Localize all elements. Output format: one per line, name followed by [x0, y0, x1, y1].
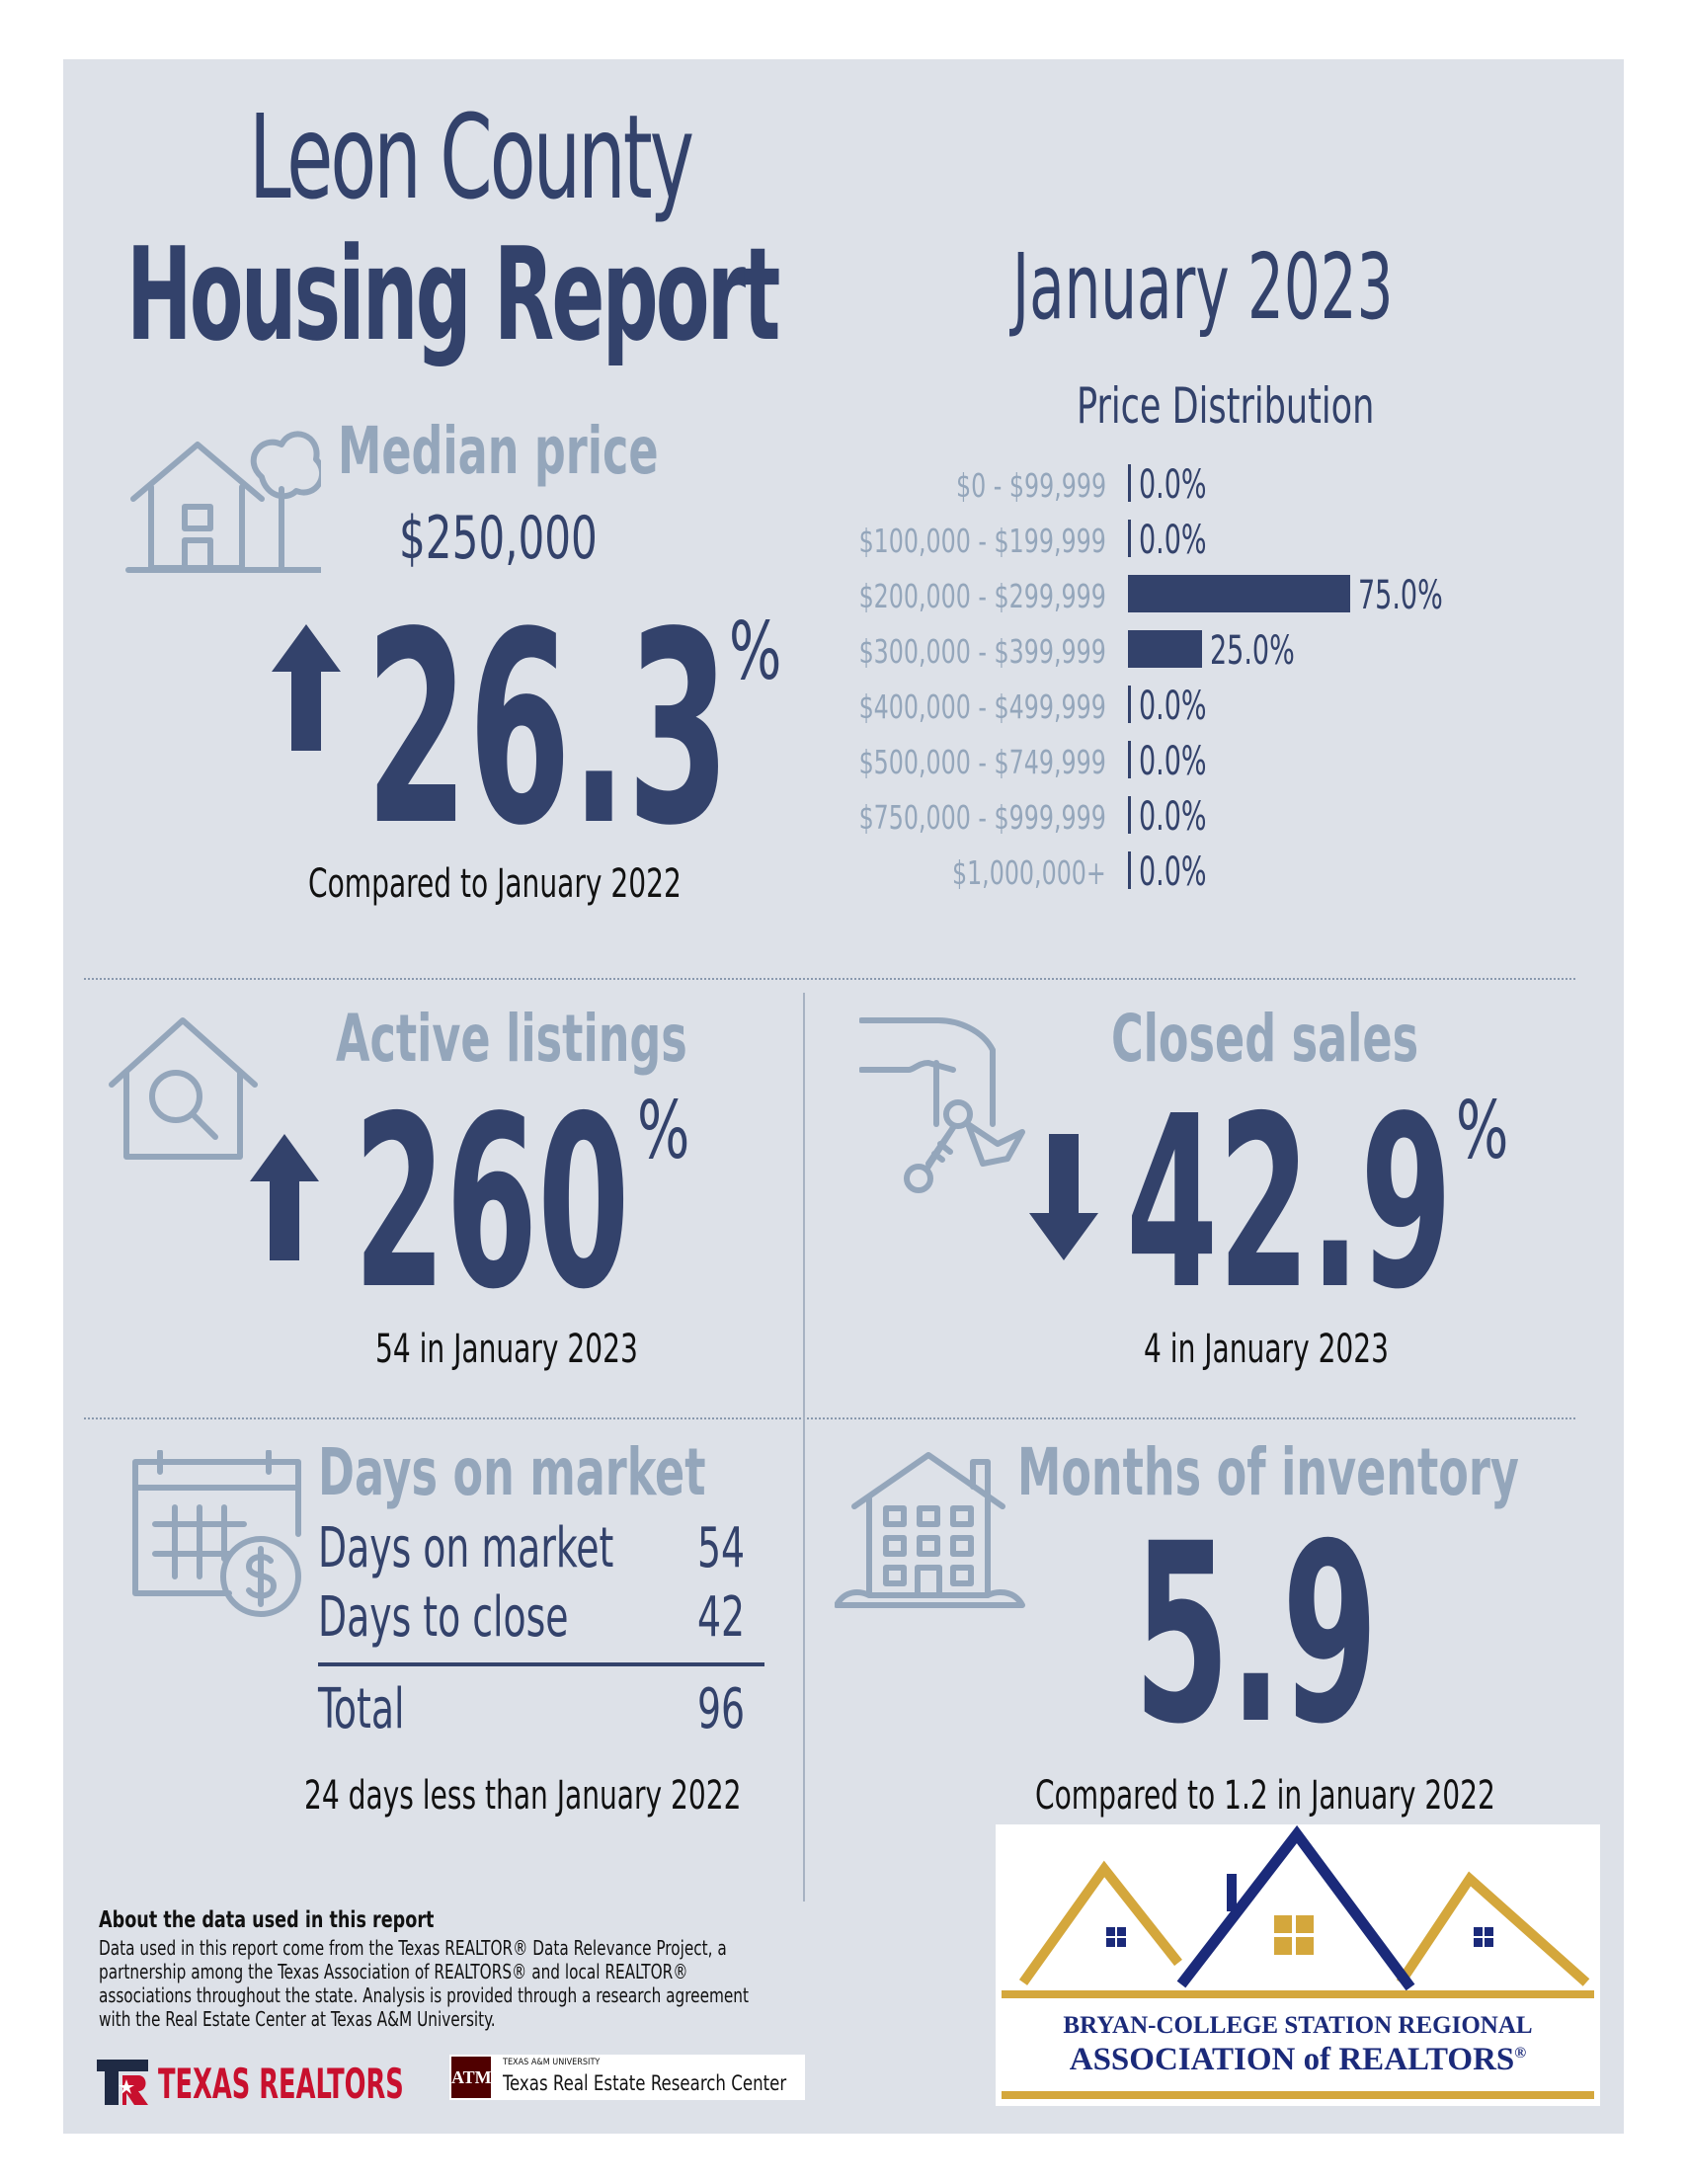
divider-vertical [803, 993, 805, 1901]
bar [1128, 686, 1131, 723]
about-line: Data used in this report come from the T… [99, 1936, 727, 1960]
dom-row-value: 54 [697, 1516, 746, 1580]
dom-row-label: Days on market [318, 1516, 614, 1580]
texas-realtors-logo-icon [97, 2060, 148, 2105]
arrow-down-icon [1029, 1134, 1098, 1260]
tamu-center-label: Texas Real Estate Research Center [503, 2071, 787, 2095]
bcs-line2: ASSOCIATION of REALTORS® [996, 2042, 1600, 2078]
bar [1128, 520, 1131, 557]
active-listings-unit: % [637, 1085, 690, 1176]
house-tree-icon [125, 431, 321, 573]
closed-sales-unit: % [1456, 1085, 1509, 1176]
report-card [63, 59, 1624, 2134]
bar [1128, 464, 1131, 502]
bar-category-label: $0 - $99,999 [955, 466, 1106, 505]
calendar-dollar-icon [132, 1450, 301, 1617]
days-on-market-comparison: 24 days less than January 2022 [304, 1773, 742, 1819]
dtc-row-value: 42 [697, 1585, 746, 1650]
hand-keys-icon [859, 1017, 1025, 1193]
total-label: Total [318, 1677, 405, 1741]
active-listings-title: Active listings [336, 1001, 687, 1077]
bar-category-label: $750,000 - $999,999 [858, 798, 1106, 837]
divider-middle [84, 1417, 1575, 1419]
bar-value-label: 0.0% [1139, 739, 1207, 784]
median-price-comparison: Compared to January 2022 [308, 861, 682, 907]
about-line: partnership among the Texas Association … [99, 1960, 688, 1983]
closed-sales-title: Closed sales [1111, 1001, 1419, 1077]
bcs-line2-text: ASSOCIATION of REALTORS [1069, 2042, 1515, 2077]
bar [1128, 630, 1202, 668]
bar [1128, 796, 1131, 834]
median-price-value: $250,000 [399, 504, 598, 573]
bar-value-label: 0.0% [1139, 794, 1207, 840]
median-price-unit: % [729, 606, 782, 697]
active-listings-detail: 54 in January 2023 [375, 1327, 638, 1372]
tamu-mark-icon: ATM [451, 2057, 492, 2098]
apartment-building-icon [835, 1452, 1025, 1608]
bar-category-label: $300,000 - $399,999 [858, 632, 1106, 671]
months-inventory-comparison: Compared to 1.2 in January 2022 [1035, 1773, 1495, 1819]
house-search-icon [109, 1017, 258, 1160]
median-price-title: Median price [338, 413, 659, 489]
active-listings-change: 260 [354, 1065, 630, 1341]
months-inventory-title: Months of inventory [1017, 1434, 1519, 1510]
bar-value-label: 0.0% [1139, 849, 1207, 895]
bar-category-label: $400,000 - $499,999 [858, 688, 1106, 726]
divider-top [84, 978, 1575, 980]
bar [1128, 741, 1131, 778]
bar [1128, 851, 1131, 889]
bar-value-label: 0.0% [1139, 518, 1207, 563]
bcs-line1: BRYAN-COLLEGE STATION REGIONAL [1063, 2012, 1533, 2039]
tamu-small-label: TEXAS A&M UNIVERSITY [503, 2058, 601, 2067]
closed-sales-change: 42.9 [1126, 1065, 1453, 1341]
bar-value-label: 75.0% [1358, 573, 1443, 618]
median-price-change: 26.3 [365, 576, 730, 884]
bar-value-label: 0.0% [1139, 462, 1207, 508]
texas-realtors-label: TEXAS REALTORS [158, 2060, 404, 2108]
tamu-logo: ATM TEXAS A&M UNIVERSITY Texas Real Esta… [449, 2055, 805, 2100]
arrow-up-icon [250, 1134, 319, 1260]
bar-category-label: $100,000 - $199,999 [858, 522, 1106, 560]
bar-value-label: 0.0% [1139, 684, 1207, 729]
about-line: with the Real Estate Center at Texas A&M… [99, 2007, 496, 2031]
arrow-up-icon [272, 624, 341, 751]
report-month: January 2023 [1012, 234, 1394, 340]
closed-sales-detail: 4 in January 2023 [1144, 1327, 1390, 1372]
about-line: associations throughout the state. Analy… [99, 1983, 750, 2007]
days-on-market-title: Days on market [318, 1434, 706, 1510]
bar-category-label: $500,000 - $749,999 [858, 743, 1106, 781]
county-title: Leon County [249, 89, 694, 225]
dtc-row-label: Days to close [318, 1585, 569, 1650]
bar-category-label: $200,000 - $299,999 [858, 577, 1106, 615]
bcs-registered-mark: ® [1514, 2045, 1527, 2062]
bar-value-label: 25.0% [1210, 628, 1295, 674]
total-rule [318, 1662, 764, 1666]
bcs-bottom-rule [1002, 2091, 1594, 2099]
about-title: About the data used in this report [99, 1907, 435, 1933]
bar [1128, 575, 1350, 612]
bcs-association-logo: BRYAN-COLLEGE STATION REGIONAL ASSOCIATI… [996, 1824, 1600, 2106]
chart-title: Price Distribution [1077, 377, 1375, 435]
report-title: Housing Report [126, 219, 780, 369]
total-value: 96 [697, 1677, 746, 1741]
houses-roof-icon [1002, 1824, 1594, 1998]
bar-category-label: $1,000,000+ [952, 853, 1106, 892]
months-inventory-value: 5.9 [1134, 1491, 1379, 1778]
